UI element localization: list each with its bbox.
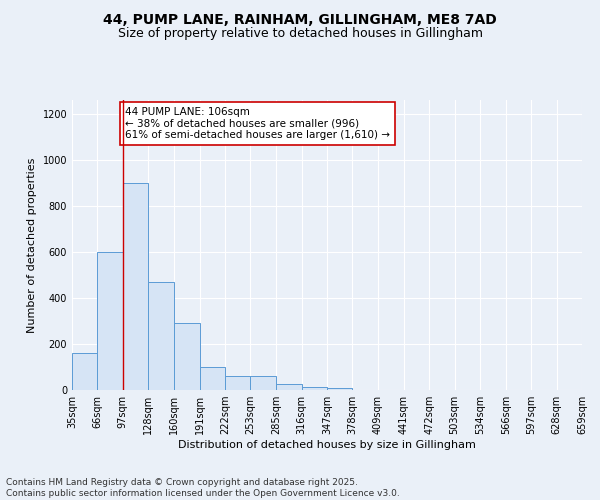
Bar: [97, 252, 122, 390]
Bar: [199, 367, 225, 390]
X-axis label: Distribution of detached houses by size in Gillingham: Distribution of detached houses by size …: [178, 440, 476, 450]
Bar: [122, 183, 148, 390]
Bar: [72, 353, 97, 390]
Text: Contains HM Land Registry data © Crown copyright and database right 2025.
Contai: Contains HM Land Registry data © Crown c…: [6, 478, 400, 498]
Bar: [250, 376, 277, 390]
Bar: [302, 386, 327, 390]
Bar: [327, 388, 352, 390]
Bar: [225, 376, 250, 390]
Bar: [174, 324, 199, 390]
Bar: [277, 384, 302, 390]
Text: 44, PUMP LANE, RAINHAM, GILLINGHAM, ME8 7AD: 44, PUMP LANE, RAINHAM, GILLINGHAM, ME8 …: [103, 12, 497, 26]
Text: 44 PUMP LANE: 106sqm
← 38% of detached houses are smaller (996)
61% of semi-deta: 44 PUMP LANE: 106sqm ← 38% of detached h…: [125, 107, 390, 140]
Y-axis label: Number of detached properties: Number of detached properties: [27, 158, 37, 332]
Text: Size of property relative to detached houses in Gillingham: Size of property relative to detached ho…: [118, 28, 482, 40]
Bar: [148, 282, 174, 390]
